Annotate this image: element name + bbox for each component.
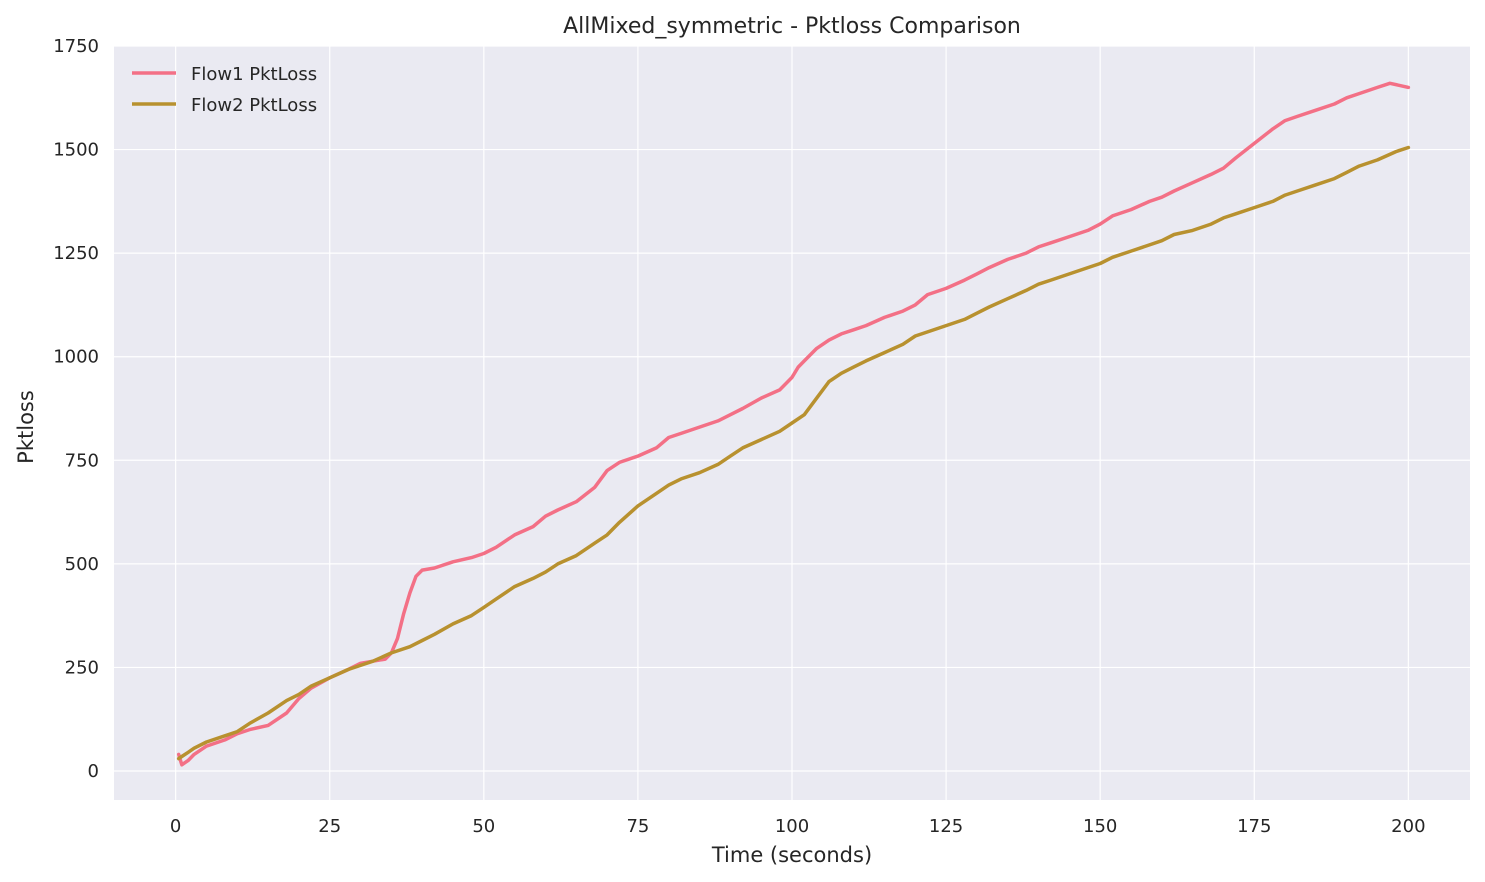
x-tick-label: 50 [472, 816, 495, 837]
legend: Flow1 PktLoss Flow2 PktLoss [132, 64, 317, 116]
x-tick-label: 125 [929, 816, 963, 837]
x-tick-label: 0 [170, 816, 181, 837]
legend-label-flow2: Flow2 PktLoss [191, 95, 317, 116]
x-tick-label: 75 [626, 816, 649, 837]
series-lines [176, 81, 1411, 767]
y-tick-label: 500 [65, 554, 99, 575]
grid-lines [114, 45, 1470, 800]
y-axis-label: Pktloss [14, 390, 38, 464]
legend-label-flow1: Flow1 PktLoss [191, 64, 317, 85]
axis-ticks: 0 25 50 75 100 125 150 175 200 0 250 500 750 1000 1250… [53, 36, 1425, 837]
chart-title: AllMixed_symmetric - Pktloss Comparison [563, 14, 1021, 39]
y-tick-label: 750 [65, 450, 99, 471]
x-axis-label: Time (seconds) [711, 843, 872, 867]
x-tick-label: 100 [775, 816, 809, 837]
x-tick-label: 25 [318, 816, 341, 837]
x-tick-label: 150 [1083, 816, 1117, 837]
x-tick-label: 200 [1391, 816, 1425, 837]
y-tick-label: 1500 [53, 140, 99, 161]
y-tick-label: 0 [88, 761, 99, 782]
x-tick-label: 175 [1237, 816, 1271, 837]
y-tick-label: 1250 [53, 243, 99, 264]
y-tick-label: 250 [65, 657, 99, 678]
y-tick-label: 1000 [53, 347, 99, 368]
y-tick-label: 1750 [53, 36, 99, 57]
series-line-flow2 [176, 145, 1411, 761]
